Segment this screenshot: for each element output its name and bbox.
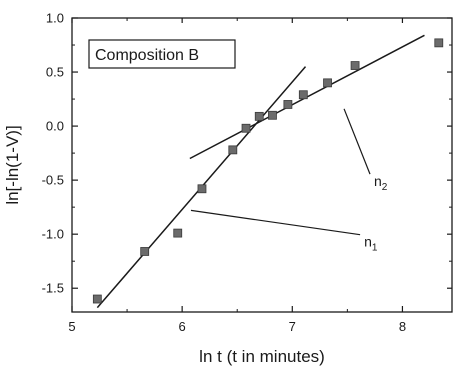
data-point <box>434 38 444 48</box>
annotations: n1 n2 <box>190 108 388 254</box>
x-tick-label: 6 <box>179 319 186 334</box>
y-tick-label: -1.0 <box>42 227 64 242</box>
y-tick-label: 1.0 <box>46 11 64 26</box>
data-point <box>254 111 264 121</box>
data-point <box>197 184 207 194</box>
annotation-leader <box>343 108 371 175</box>
data-point <box>350 61 360 70</box>
annotation-label: n2 <box>374 173 388 193</box>
data-point <box>298 90 308 100</box>
data-point <box>140 247 150 256</box>
plot-border <box>71 17 453 313</box>
y-tick-label: 0.5 <box>46 65 64 80</box>
y-axis: -1.5 -1.0 -0.5 0.0 0.5 1.0 <box>42 11 452 296</box>
x-axis: 5 6 7 8 <box>68 18 406 334</box>
y-tick-label: 0.0 <box>46 119 64 134</box>
x-tick-label: 5 <box>68 319 75 334</box>
x-tick-label: 8 <box>399 319 406 334</box>
legend: Composition B <box>88 39 236 69</box>
annotation-label: n1 <box>364 234 378 254</box>
y-tick-label: -0.5 <box>42 173 64 188</box>
annotation-subscript: 2 <box>382 182 388 193</box>
legend-label: Composition B <box>95 47 199 64</box>
fit-lines <box>96 34 425 309</box>
data-point <box>173 228 183 238</box>
annotation-leader <box>190 209 361 236</box>
data-point <box>92 294 102 304</box>
y-axis-title: ln[-ln(1-V)] <box>3 125 22 204</box>
x-tick-label: 7 <box>289 319 296 334</box>
annotation-subscript: 1 <box>372 243 378 254</box>
data-point <box>228 145 238 155</box>
data-point <box>268 110 277 120</box>
legend-box <box>88 39 236 69</box>
x-axis-title: ln t (t in minutes) <box>199 347 325 366</box>
plot-frame <box>71 17 453 313</box>
data-point <box>283 100 293 109</box>
data-points <box>92 38 444 304</box>
y-tick-label: -1.5 <box>42 281 64 296</box>
data-point <box>241 123 251 133</box>
data-point <box>323 78 332 88</box>
